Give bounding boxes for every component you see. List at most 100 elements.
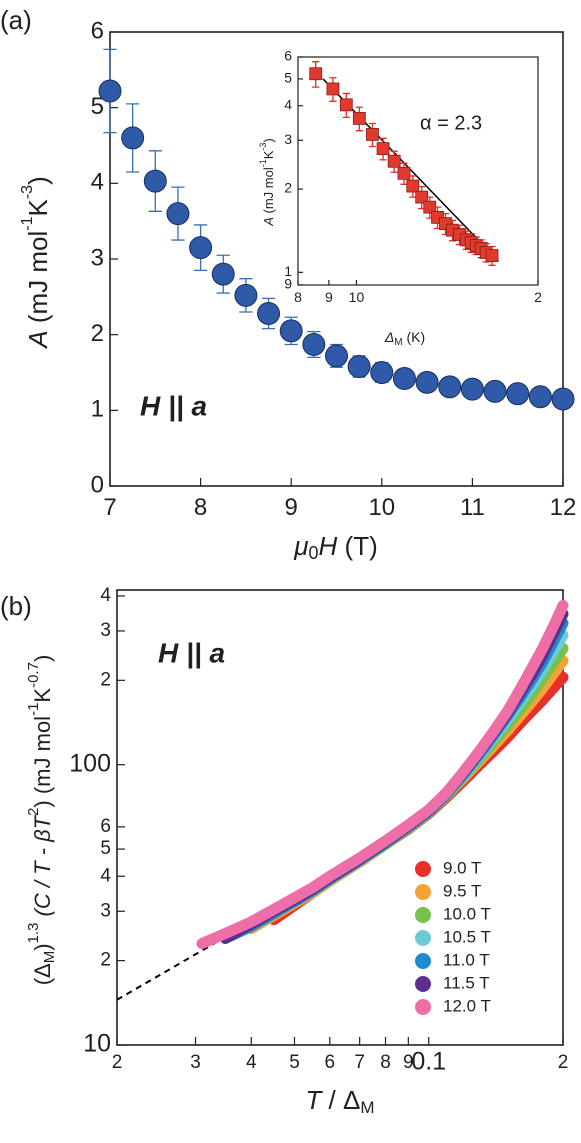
y-tick-label: 100 [69,749,111,777]
data-point [121,126,145,150]
y-tick-label: 4 [284,96,292,112]
y-axis-label: (ΔM)1.3 (C / T - βT2) (mJ mol-1K-0.7) [25,655,58,986]
y-tick-label: 6 [100,816,111,837]
label-part: ) (mJ mol [30,716,55,808]
legend-label: 10.0 T [443,904,491,923]
x-tick-label: 4 [246,1052,257,1073]
x-tick-label: 8 [194,494,207,521]
x-tick-label: 2 [534,289,542,305]
panel-label: (a) [0,5,32,35]
x-tick-label: 0.1 [411,1048,446,1076]
x-tick-label: 10 [368,494,395,521]
y-tick-label: 2 [100,950,111,971]
x-tick-label: 6 [325,1052,336,1073]
label-part: K [261,150,276,159]
annotation: H || a [140,390,207,421]
data-point [326,82,340,96]
legend-label: 12.0 T [443,996,491,1015]
legend-marker [415,999,431,1015]
label-part: K [23,199,53,217]
y-tick-label: 1 [91,396,104,423]
x-tick-label: 5 [289,1052,300,1073]
label-part: (mJ mol [23,231,53,331]
x-tick-label: 8 [380,1052,391,1073]
data-point [339,98,353,112]
y-tick-label: 0 [91,471,104,498]
label-part: ) [23,176,53,185]
label-part: M [394,337,402,348]
x-axis-label: μ0H (T) [293,531,377,563]
y-tick-label: 9 [284,276,292,292]
y-tick-label: 2 [91,320,104,347]
y-tick-label: 4 [100,865,111,886]
data-point [485,249,499,262]
x-tick-label: 9 [403,1052,414,1073]
label-part: (Δ [30,963,55,985]
y-tick-label: 2 [100,669,111,690]
annotation: α = 2.3 [420,112,482,134]
y-tick-label: 5 [284,70,292,86]
data-point [309,67,323,81]
y-tick-label: 3 [284,131,292,147]
data-point [257,301,281,325]
legend-label: 9.5 T [443,881,481,900]
x-tick-label: 8 [294,289,302,305]
x-tick-label: 9 [285,494,298,521]
data-point [370,361,394,384]
label-part: -1 [258,159,268,167]
legend-marker [415,861,431,877]
y-axis-label: A (mJ mol-1K-3) [19,176,53,350]
data-point [506,382,530,406]
plot-frame [116,589,564,1046]
label-part: -3 [258,143,268,151]
data-point [352,111,366,125]
label-part: (mJ mol [261,167,276,217]
label-part: M [360,1098,374,1117]
x-tick-label: 11 [460,494,485,521]
y-tick-label: 5 [91,93,104,120]
data-point [438,375,462,399]
data-point [279,319,303,343]
legend-marker [415,907,431,923]
data-point [415,370,439,394]
label-part: μ [293,531,308,561]
label-part: (C / T - βT [30,814,55,922]
y-tick-label: 3 [100,900,111,921]
label-part: T [305,1085,323,1115]
y-tick-label: 5 [100,838,111,859]
data-point [325,344,348,368]
legend-label: 9.0 T [443,858,481,877]
x-tick-label: 2 [558,1052,569,1073]
data-point [406,179,420,193]
data-point [551,387,575,411]
y-tick-label: 2 [284,180,292,196]
data-point [143,169,167,193]
y-tick-label: 4 [100,585,111,606]
x-tick-label: 7 [103,494,116,521]
data-point [460,377,484,401]
label-part: 2 [25,808,42,816]
label-part: A [23,330,53,349]
label-part: Δ [384,329,394,345]
label-part: ) [30,655,55,662]
y-tick-label: 3 [91,244,104,271]
x-tick-label: 3 [190,1052,201,1073]
data-point [376,142,390,155]
label-part: ) [30,943,55,950]
y-tick-label: 4 [91,169,104,196]
data-point [483,379,507,403]
legend-marker [415,976,431,992]
annotation: H || a [158,637,225,668]
label-part: / Δ [321,1085,360,1115]
y-tick-label: 1 [284,263,292,279]
label-part: (K) [403,329,426,345]
legend-label: 11.5 T [443,973,490,992]
label-part: M [41,951,58,964]
label-part: A [261,217,276,227]
y-tick-label: 6 [91,17,104,44]
data-point [528,385,552,409]
x-tick-label: 12 [550,494,577,521]
